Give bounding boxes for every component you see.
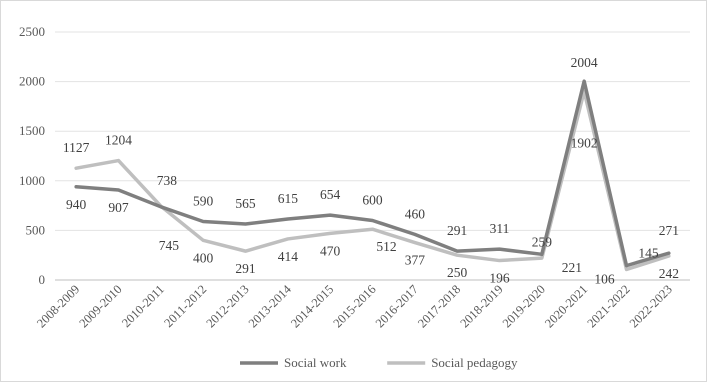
data-label: 615	[278, 191, 299, 206]
data-label: 291	[235, 261, 255, 276]
series-line-social-work	[74, 79, 671, 268]
data-label: 1902	[571, 135, 598, 150]
legend-label: Social pedagogy	[431, 355, 518, 370]
legend: Social work Social pedagogy	[240, 355, 518, 370]
data-label: 291	[447, 223, 467, 238]
data-label: 1127	[63, 140, 90, 155]
data-label: 745	[159, 238, 180, 253]
data-label: 271	[659, 223, 679, 238]
data-label: 590	[193, 193, 214, 208]
data-label: 400	[193, 250, 214, 265]
data-label: 242	[659, 266, 679, 281]
y-tick-label: 0	[39, 272, 46, 287]
data-label: 414	[278, 249, 299, 264]
series-layer	[74, 79, 671, 272]
data-label: 512	[376, 239, 396, 254]
data-label: 460	[405, 206, 426, 221]
y-tick-label: 500	[26, 222, 46, 237]
grid-layer	[55, 31, 690, 281]
data-label: 311	[490, 221, 510, 236]
data-label: 221	[562, 260, 582, 275]
y-tick-label: 2000	[19, 74, 45, 89]
data-label: 470	[320, 243, 341, 258]
data-label: 250	[447, 265, 468, 280]
data-label: 565	[235, 196, 256, 211]
data-label: 145	[638, 246, 659, 261]
y-tick-label: 2500	[19, 24, 45, 39]
data-label: 738	[157, 173, 178, 188]
series-line-social-pedagogy	[74, 89, 671, 272]
data-label: 1204	[105, 133, 132, 148]
data-label: 654	[320, 187, 341, 202]
y-tick-label: 1000	[19, 173, 45, 188]
data-label: 940	[66, 197, 87, 212]
data-label-layer: 940 907 590 565 615 654 600 460 291 311 259 2004 145…	[63, 55, 679, 286]
data-label: 600	[362, 192, 383, 207]
data-label: 259	[532, 234, 553, 249]
y-tick-label: 1500	[19, 123, 45, 138]
legend-label: Social work	[284, 355, 347, 370]
data-label: 106	[594, 271, 615, 286]
data-label: 196	[489, 271, 510, 286]
data-label: 2004	[571, 55, 598, 70]
data-label: 907	[108, 200, 129, 215]
data-label: 377	[405, 253, 426, 268]
